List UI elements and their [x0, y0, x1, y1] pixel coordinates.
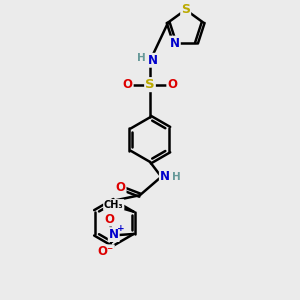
Text: O: O	[123, 78, 133, 91]
Text: O: O	[116, 181, 126, 194]
Text: H: H	[137, 53, 146, 64]
Text: N: N	[170, 37, 180, 50]
Text: N: N	[147, 54, 158, 67]
Text: CH₃: CH₃	[104, 200, 124, 210]
Text: O⁻: O⁻	[98, 245, 114, 258]
Text: N: N	[109, 228, 119, 241]
Text: O: O	[104, 213, 114, 226]
Text: N: N	[160, 170, 170, 183]
Text: S: S	[181, 3, 190, 16]
Text: S: S	[145, 78, 155, 91]
Text: H: H	[172, 172, 181, 182]
Text: +: +	[117, 224, 125, 232]
Text: O: O	[167, 78, 177, 91]
